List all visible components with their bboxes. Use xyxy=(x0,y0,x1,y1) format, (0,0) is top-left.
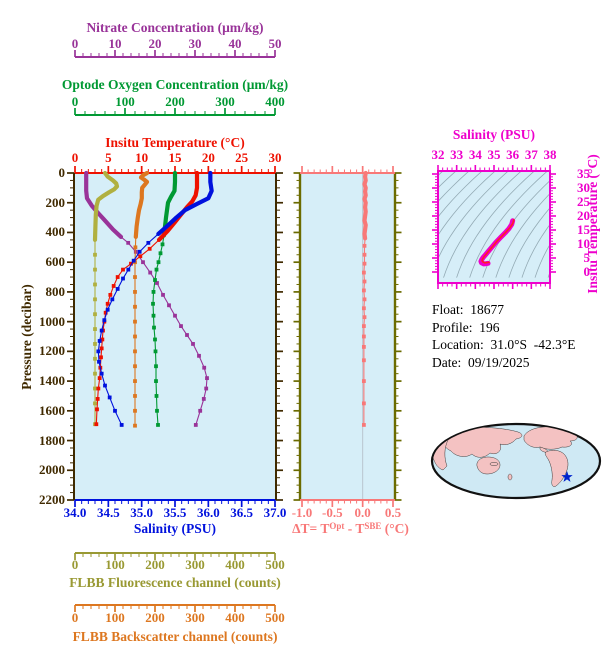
delta-t-title-part: - T xyxy=(344,521,365,536)
backscatter-axis-title: FLBB Backscatter channel (counts) xyxy=(72,629,278,644)
date-line: Date: 09/19/2025 xyxy=(432,354,530,370)
land-indonesia xyxy=(489,462,499,466)
world-map xyxy=(430,422,602,500)
land-south-america xyxy=(544,450,569,487)
land-new-zealand xyxy=(507,473,513,481)
fluorescence-axis-title: FLBB Fluorescence channel (counts) xyxy=(69,575,281,590)
ts-diagram-title: Salinity (PSU) xyxy=(452,127,536,142)
nitrate-axis-title: Nitrate Concentration (μm/kg) xyxy=(86,20,264,35)
pressure-axis-title: Pressure (decibar) xyxy=(19,284,34,390)
delta-t-title-sup-opt: Opt xyxy=(329,521,345,531)
ts-temperature-axis-title: Insitu Temperature (°C) xyxy=(585,154,600,294)
location-line: Location: 31.0°S -42.3°E xyxy=(432,337,576,352)
temperature-axis-title: Insitu Temperature (°C) xyxy=(105,135,245,150)
land-north-america xyxy=(523,426,578,450)
float-info-block: Float: 18677 Profile: 196 Location: 31.0… xyxy=(432,301,576,371)
delta-t-title-sup-sbe: SBE xyxy=(364,521,382,531)
profile-number-line: Profile: 196 xyxy=(432,319,500,335)
delta-t-title-part: (°C) xyxy=(381,521,409,536)
world-map-land xyxy=(433,424,578,487)
delta-t-axis-title: ΔT= TOpt - TSBE (°C) xyxy=(263,521,438,537)
salinity-axis-title: Salinity (PSU) xyxy=(133,521,217,536)
land-australia xyxy=(476,456,501,475)
delta-t-title-part: ΔT= T xyxy=(292,521,330,536)
float-number-line: Float: 18677 xyxy=(432,302,505,317)
oxygen-axis-title: Optode Oxygen Concentration (μm/kg) xyxy=(61,77,289,92)
float-location-star-icon xyxy=(561,471,573,482)
